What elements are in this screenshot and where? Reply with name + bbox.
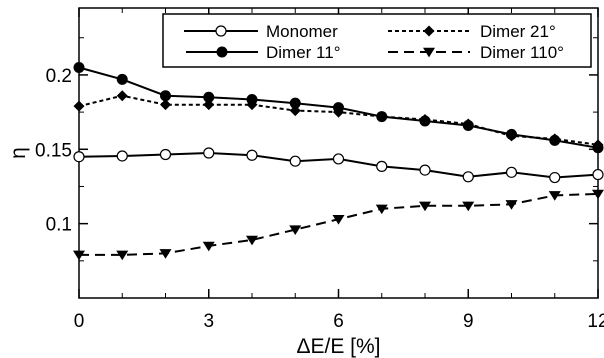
data-point [116, 90, 128, 102]
legend-marker [423, 47, 435, 58]
data-point [333, 106, 344, 118]
data-point [160, 90, 171, 102]
x-axis-label: ΔE/E [%] [296, 335, 380, 358]
series-layer [73, 61, 604, 261]
data-point [73, 100, 85, 112]
legend-marker [215, 25, 227, 37]
data-point [203, 91, 215, 103]
legend-marker [216, 46, 228, 58]
data-point [202, 241, 215, 252]
data-point [246, 149, 258, 161]
data-point [116, 150, 128, 162]
data-point [419, 201, 431, 212]
data-point [116, 250, 129, 261]
y-tick-label: 0.2 [46, 66, 72, 87]
data-point [332, 153, 345, 165]
data-point [505, 166, 518, 178]
series-3 [73, 90, 604, 151]
data-point [592, 168, 604, 181]
legend-box [162, 13, 592, 68]
data-point [289, 105, 301, 117]
data-point [289, 225, 302, 235]
x-tick-label: 3 [203, 311, 214, 332]
data-point [73, 61, 85, 73]
data-point [549, 133, 561, 145]
x-tick-label: 12 [587, 311, 604, 332]
data-point [419, 114, 431, 126]
data-point [246, 235, 258, 246]
data-point [203, 99, 215, 111]
legend-marker [423, 25, 435, 37]
legend-label: Dimer 11° [266, 43, 341, 62]
x-tick-label: 0 [74, 311, 85, 332]
legend-entry-4: Dimer 110° [388, 43, 564, 62]
data-point [203, 147, 215, 159]
y-tick-label: 0.15 [35, 140, 72, 161]
data-point [375, 204, 388, 215]
legend-entry-1: Monomer [184, 22, 338, 41]
legend-label: Dimer 110° [480, 43, 564, 62]
series-1 [73, 147, 604, 184]
data-point [159, 249, 172, 259]
data-point [332, 214, 345, 225]
legend: Monomer Dimer 11° Dimer 21° Dimer 110° [162, 13, 592, 68]
data-point [462, 118, 474, 130]
data-point [462, 171, 474, 183]
legend-entry-2: Dimer 11° [186, 43, 341, 62]
data-point [116, 73, 128, 85]
data-point [73, 151, 85, 163]
data-point [592, 189, 604, 200]
data-point [160, 99, 171, 111]
data-point [246, 99, 258, 111]
legend-label: Monomer [266, 22, 338, 41]
data-point [548, 191, 561, 201]
series-4 [73, 189, 604, 261]
legend-label: Dimer 21° [480, 22, 556, 41]
data-point [419, 164, 431, 176]
legend-entry-3: Dimer 21° [388, 22, 556, 41]
x-tick-label: 9 [463, 311, 474, 332]
x-tick-label: 6 [333, 311, 344, 332]
data-point [376, 111, 388, 123]
data-point [506, 130, 517, 142]
data-point [592, 139, 604, 151]
data-point [289, 155, 301, 167]
data-point [289, 97, 301, 109]
data-point [505, 200, 518, 210]
data-point [462, 201, 475, 212]
data-point [73, 250, 85, 261]
data-point [376, 160, 388, 172]
y-tick-label: 0.1 [46, 215, 72, 236]
data-point [549, 171, 561, 184]
axes: 0 3 6 9 12 0.1 0.15 0.2 ΔE/E [%] η [7, 8, 604, 358]
data-point [159, 148, 172, 161]
y-axis-label: η [7, 147, 30, 159]
